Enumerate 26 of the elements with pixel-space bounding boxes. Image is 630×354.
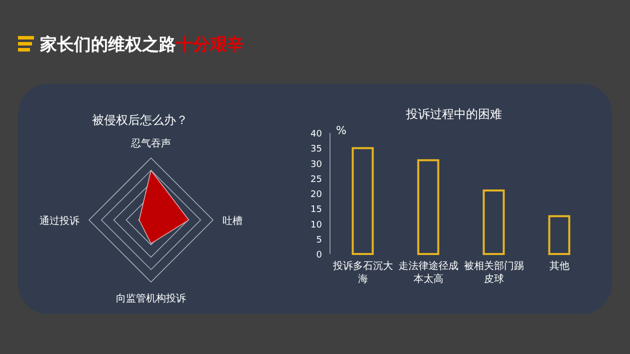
y-tick-label: 10: [310, 220, 322, 230]
y-axis-title: %: [336, 124, 346, 137]
y-tick-label: 15: [310, 205, 322, 216]
y-tick-label: 30: [310, 160, 322, 170]
spoke-label: 吐槽: [222, 215, 242, 227]
y-tick-label: 20: [310, 190, 322, 200]
x-tick-label: 投诉多石沉大海: [332, 260, 393, 285]
y-tick-label: 5: [316, 235, 322, 246]
text: 十分艰辛: [175, 35, 244, 55]
x-tick-label: 被相关部门踢皮球: [464, 260, 524, 285]
x-tick-label: 其他: [549, 260, 570, 272]
chart-title: 被侵权后怎么办？: [92, 113, 188, 127]
spoke-label: 通过投诉: [40, 215, 80, 227]
bar: [482, 189, 505, 255]
bar: [352, 147, 374, 255]
x-tick-label: 走法律途径成本太高: [398, 260, 458, 285]
spoke-label: 忍气吞声: [130, 138, 171, 150]
bar: [417, 159, 440, 255]
spoke-label: 向监管机构投诉: [116, 292, 186, 304]
y-tick-label: 25: [310, 174, 322, 185]
y-tick-label: 35: [310, 144, 322, 155]
chart-title: 投诉过程中的困难: [405, 107, 502, 121]
bar: [548, 215, 570, 255]
y-tick-label: 40: [310, 130, 322, 140]
text: 家长们的维权之路: [39, 35, 176, 55]
y-tick-label: 0: [316, 250, 322, 260]
